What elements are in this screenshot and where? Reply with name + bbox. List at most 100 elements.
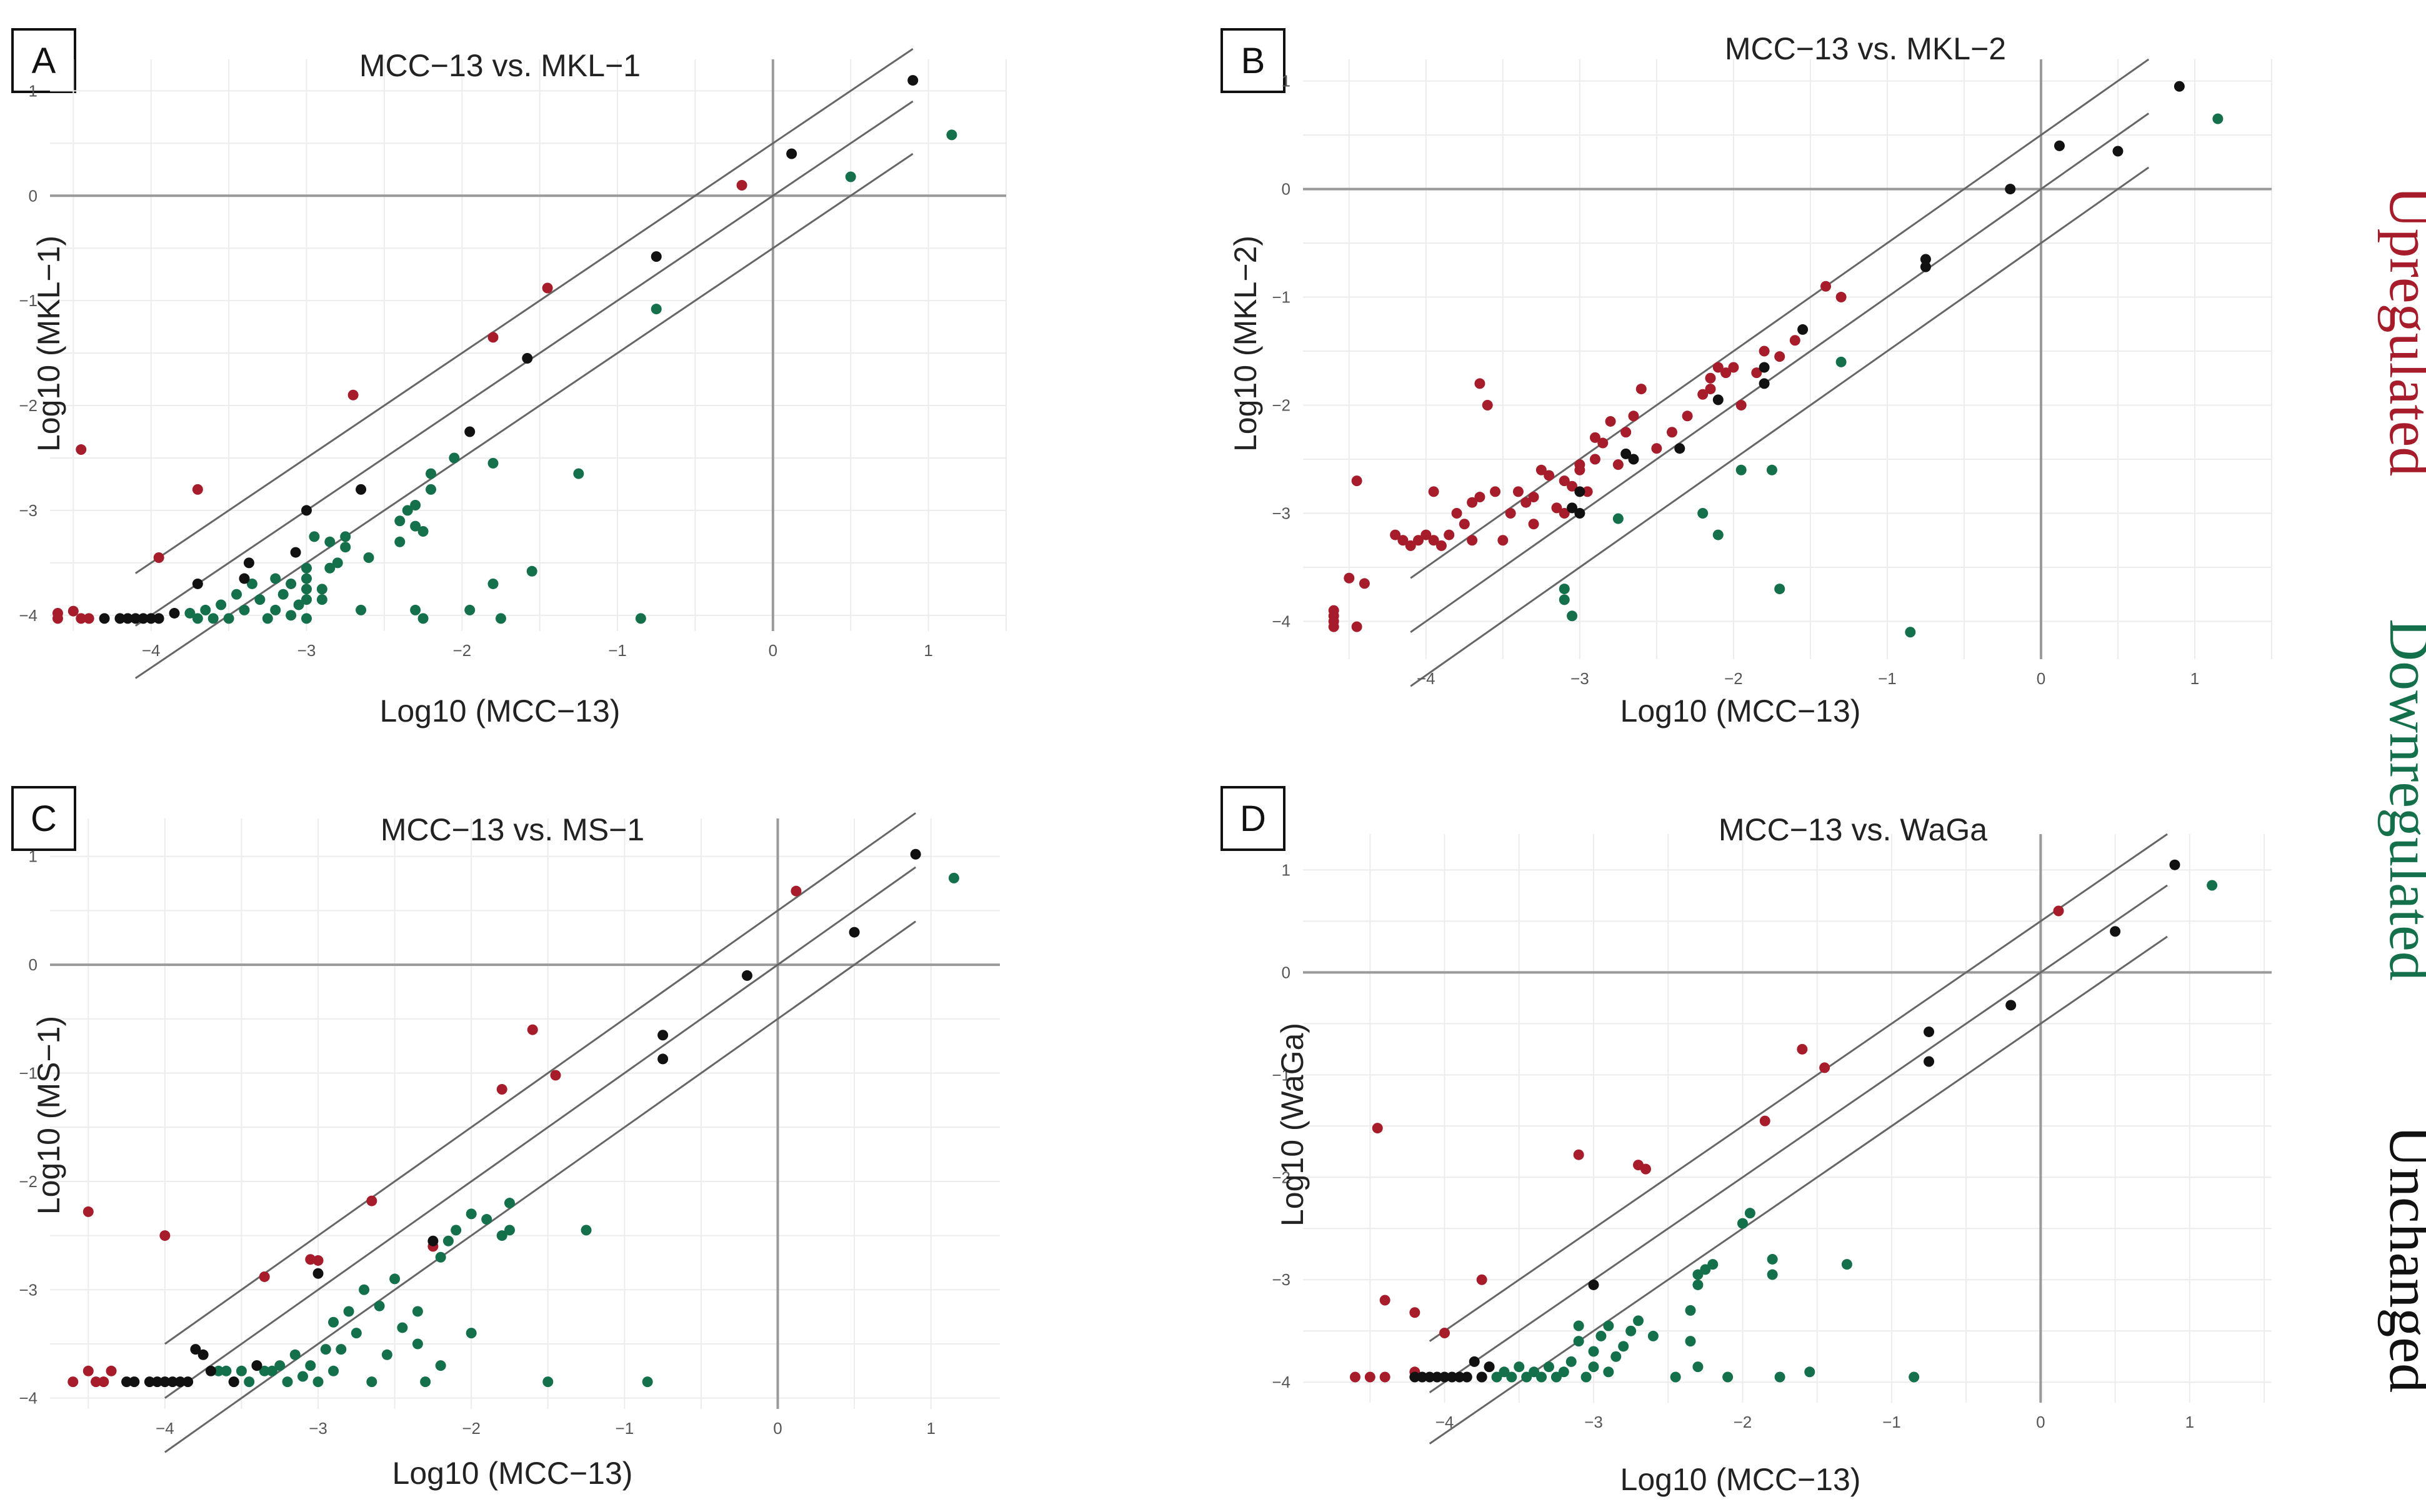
point-up [1428,486,1439,497]
point-unchanged [427,1235,439,1246]
point-unchanged [197,1349,209,1360]
scatter-plot-d: −4 −3 −2 −1 0 1 1 0 −1 −2 −3 −4 MCC−13 vs. WaGa Log10… [1272,812,2272,1497]
point-down [1610,1351,1622,1362]
point-unchanged [2169,859,2180,870]
point-down [301,562,312,574]
point-down [1550,1371,1562,1383]
point-down [277,589,289,600]
point-down [223,613,234,624]
point-down [1514,1361,1525,1373]
point-down [1529,1366,1540,1378]
series-down [1476,880,2218,1383]
point-up [52,613,63,624]
series-unchanged [99,75,919,624]
point-down [417,526,429,537]
point-down [417,613,429,624]
x-tick-label: −2 [462,1419,481,1438]
point-up [1735,400,1747,411]
series-unchanged [1567,81,2185,519]
point-up [312,1255,324,1266]
point-unchanged [657,1053,669,1065]
point-up [1682,410,1693,422]
legend-downregulated: Downregulated [2377,619,2426,980]
point-unchanged [1454,1371,1465,1383]
point-down [442,1235,454,1246]
point-down [412,1338,423,1350]
point-up [1349,1371,1360,1383]
point-down [1588,1346,1599,1357]
point-down [301,584,312,595]
y-tick-label: −3 [19,1280,37,1299]
point-unchanged [122,613,133,624]
point-unchanged [1574,486,1585,497]
point-unchanged [114,613,126,624]
point-down [426,484,437,495]
x-tick-label: 0 [2036,1413,2045,1431]
point-up [1720,367,1732,379]
point-down [192,613,203,624]
point-down [1685,1305,1696,1316]
y-tick-label: 0 [29,186,37,205]
diagonal-identity [164,866,917,1399]
point-down [316,584,327,595]
panel-label: C [11,786,76,851]
point-down [495,613,506,624]
point-down [1536,1371,1547,1383]
point-up [1512,486,1524,497]
point-unchanged [849,927,860,938]
point-unchanged [1574,507,1585,519]
diagonal-upper [1410,58,2150,579]
point-down [305,1360,316,1371]
point-up [1474,492,1485,503]
point-down [213,1365,224,1376]
point-down [1625,1325,1637,1336]
x-tick-label: −2 [452,641,471,660]
point-down [946,129,957,141]
point-down [1685,1336,1696,1347]
x-tick-label: −2 [1734,1413,1752,1431]
point-down [1712,529,1724,540]
point-unchanged [1417,1371,1428,1383]
point-unchanged [153,613,164,624]
point-up [1573,1149,1584,1160]
point-up [791,885,802,897]
point-down [246,578,257,589]
point-unchanged [657,1030,669,1041]
point-unchanged [741,970,752,981]
point-down [394,536,406,547]
point-up [1474,378,1485,389]
diagonal-upper [164,812,917,1345]
point-down [642,1376,653,1388]
point-down [1647,1330,1659,1341]
x-tick-label: −3 [1584,1413,1603,1431]
x-tick-label: 1 [924,641,932,660]
y-tick-label: −3 [1272,504,1290,522]
point-down [286,610,297,621]
chart-title: MCC−13 vs. MS−1 [381,812,644,847]
gridlines [1303,59,2272,659]
point-up [1344,572,1355,584]
point-up [2053,905,2064,917]
point-down [1909,1371,1920,1383]
point-down [1559,594,1570,605]
y-tick-label: −1 [19,1063,37,1082]
y-tick-label: 1 [29,81,37,100]
point-unchanged [228,1376,239,1388]
chart-panel-b: B −4 −3 −2 −1 0 1 1 0 −1 −2 −3 −4 MCC−13 vs. MKL−2 Lo… [1209,0,2272,753]
point-up [1451,507,1462,519]
point-down [394,515,406,527]
point-unchanged [190,1344,201,1355]
point-unchanged [1588,1279,1599,1290]
point-up [1379,1371,1390,1383]
point-down [320,1344,331,1355]
point-down [1612,513,1624,524]
point-down [1506,1371,1517,1383]
point-up [1559,475,1570,487]
point-up [76,444,87,455]
point-up [1551,502,1562,514]
point-down [1670,1371,1681,1383]
x-axis-label: Log10 (MCC−13) [380,694,621,729]
point-unchanged [99,613,110,624]
point-unchanged [1759,378,1770,389]
point-up [1759,346,1770,357]
